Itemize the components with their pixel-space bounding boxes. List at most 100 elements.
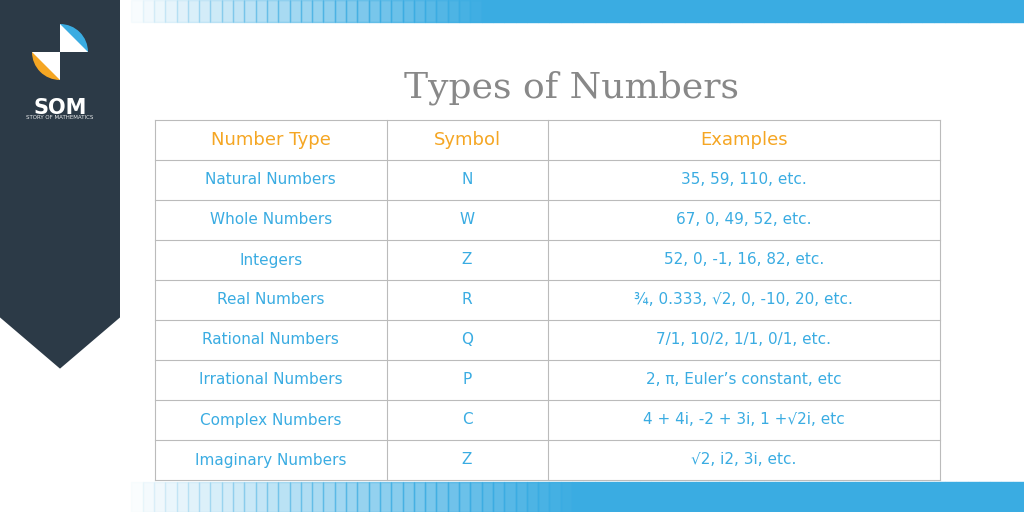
Bar [831,482,843,512]
Text: Symbol: Symbol [433,131,501,149]
Bar [120,482,131,512]
Bar [730,0,741,22]
Bar [187,482,199,512]
Bar [436,0,447,22]
Bar [459,482,470,512]
Bar [425,0,436,22]
Bar [945,0,956,22]
Text: Whole Numbers: Whole Numbers [210,212,332,227]
Bar [550,482,561,512]
Bar [222,482,233,512]
Bar [753,0,764,22]
Bar [324,0,335,22]
Bar [425,482,436,512]
Bar [369,482,380,512]
Bar [470,0,481,22]
Bar [934,482,945,512]
Bar [301,482,312,512]
Bar [730,482,741,512]
Bar [854,0,866,22]
Bar [764,0,775,22]
Bar [990,482,1001,512]
Bar [312,482,324,512]
Bar [279,482,290,512]
Bar [900,482,911,512]
Bar [380,482,391,512]
Bar [572,482,584,512]
Bar [854,482,866,512]
Bar [889,0,900,22]
Text: N: N [462,173,473,187]
Bar [696,482,708,512]
Bar [357,482,369,512]
Text: Rational Numbers: Rational Numbers [203,332,339,348]
Bar [346,482,357,512]
Polygon shape [60,24,88,52]
Bar [335,482,346,512]
Bar [312,0,324,22]
Bar [979,482,990,512]
Bar [595,482,606,512]
Bar [290,0,301,22]
Bar [911,482,923,512]
Bar [889,482,900,512]
Bar [685,482,696,512]
Bar [753,482,764,512]
Bar [538,0,550,22]
Bar [391,0,402,22]
Bar [809,0,820,22]
Bar [131,482,142,512]
Bar [493,482,504,512]
Bar [301,0,312,22]
Bar [335,0,346,22]
Bar [481,0,493,22]
Bar [1001,482,1013,512]
Bar [380,0,391,22]
Text: Z: Z [462,453,472,467]
Bar [515,0,526,22]
Bar [199,482,210,512]
Bar [878,0,889,22]
Bar [775,0,786,22]
Bar [515,482,526,512]
Bar [176,0,187,22]
Text: ¾, 0.333, √2, 0, -10, 20, etc.: ¾, 0.333, √2, 0, -10, 20, etc. [634,292,853,308]
Bar [764,482,775,512]
Bar [595,0,606,22]
Bar [979,0,990,22]
Bar [447,482,459,512]
Bar [561,0,572,22]
Text: Z: Z [462,252,472,267]
Bar [233,0,245,22]
Bar [233,482,245,512]
Bar [131,0,142,22]
Bar [526,0,538,22]
Text: 7/1, 10/2, 1/1, 0/1, etc.: 7/1, 10/2, 1/1, 0/1, etc. [656,332,831,348]
Bar [606,0,617,22]
Bar [165,0,176,22]
Bar [470,482,481,512]
Bar [775,482,786,512]
Bar [346,0,357,22]
Bar [154,0,165,22]
Bar [414,482,425,512]
Bar [741,482,753,512]
Bar [674,0,685,22]
Bar [663,482,674,512]
Bar [990,0,1001,22]
Bar [606,482,617,512]
Bar [629,0,640,22]
Text: STORY OF MATHEMATICS: STORY OF MATHEMATICS [27,115,93,120]
Bar [651,482,663,512]
Bar [629,482,640,512]
Bar [267,0,279,22]
Bar [741,0,753,22]
Bar [956,482,968,512]
Bar [526,482,538,512]
Bar [504,482,515,512]
Bar [900,0,911,22]
Bar [245,0,256,22]
Bar [1001,0,1013,22]
Text: Examples: Examples [700,131,787,149]
Text: Types of Numbers: Types of Numbers [404,71,739,105]
